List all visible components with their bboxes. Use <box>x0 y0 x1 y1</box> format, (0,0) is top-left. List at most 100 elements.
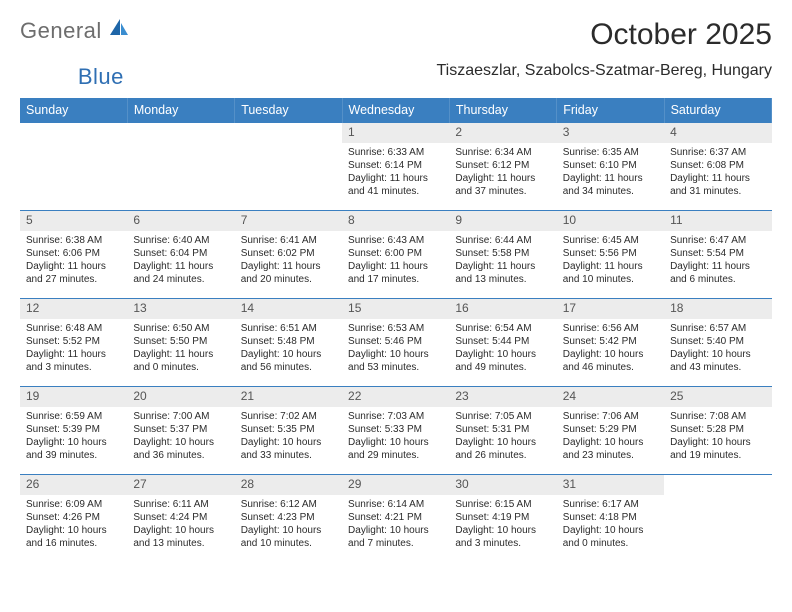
day-number: 27 <box>127 475 234 495</box>
calendar-cell: 17Sunrise: 6:56 AMSunset: 5:42 PMDayligh… <box>557 299 664 387</box>
day-number: 21 <box>235 387 342 407</box>
calendar-cell <box>235 123 342 211</box>
sunset-line: Sunset: 6:06 PM <box>26 247 121 260</box>
cell-body: Sunrise: 6:51 AMSunset: 5:48 PMDaylight:… <box>235 319 342 378</box>
sunset-line: Sunset: 6:10 PM <box>563 159 658 172</box>
calendar-cell: 31Sunrise: 6:17 AMSunset: 4:18 PMDayligh… <box>557 475 664 563</box>
calendar-cell <box>20 123 127 211</box>
sunset-line: Sunset: 6:14 PM <box>348 159 443 172</box>
daylight-line: Daylight: 11 hours and 31 minutes. <box>670 172 765 198</box>
daylight-line: Daylight: 10 hours and 19 minutes. <box>670 436 765 462</box>
sunrise-line: Sunrise: 6:50 AM <box>133 322 228 335</box>
daylight-line: Daylight: 11 hours and 17 minutes. <box>348 260 443 286</box>
calendar-row: 1Sunrise: 6:33 AMSunset: 6:14 PMDaylight… <box>20 123 772 211</box>
sunset-line: Sunset: 4:23 PM <box>241 511 336 524</box>
calendar-cell: 2Sunrise: 6:34 AMSunset: 6:12 PMDaylight… <box>449 123 556 211</box>
weekday-header: Wednesday <box>342 98 449 123</box>
sunset-line: Sunset: 6:00 PM <box>348 247 443 260</box>
daylight-line: Daylight: 11 hours and 13 minutes. <box>455 260 550 286</box>
daylight-line: Daylight: 11 hours and 41 minutes. <box>348 172 443 198</box>
calendar-cell: 19Sunrise: 6:59 AMSunset: 5:39 PMDayligh… <box>20 387 127 475</box>
sunrise-line: Sunrise: 6:48 AM <box>26 322 121 335</box>
day-number: 2 <box>449 123 556 143</box>
cell-body: Sunrise: 6:11 AMSunset: 4:24 PMDaylight:… <box>127 495 234 554</box>
calendar-cell <box>127 123 234 211</box>
calendar-cell: 3Sunrise: 6:35 AMSunset: 6:10 PMDaylight… <box>557 123 664 211</box>
weekday-header: Friday <box>557 98 664 123</box>
weekday-header: Thursday <box>449 98 556 123</box>
sunset-line: Sunset: 5:28 PM <box>670 423 765 436</box>
brand-text-general: General <box>20 18 102 44</box>
sunrise-line: Sunrise: 6:35 AM <box>563 146 658 159</box>
cell-body: Sunrise: 6:43 AMSunset: 6:00 PMDaylight:… <box>342 231 449 290</box>
sunrise-line: Sunrise: 7:08 AM <box>670 410 765 423</box>
daylight-line: Daylight: 10 hours and 7 minutes. <box>348 524 443 550</box>
daylight-line: Daylight: 11 hours and 34 minutes. <box>563 172 658 198</box>
title-block: October 2025 Tiszaeszlar, Szabolcs-Szatm… <box>436 18 772 80</box>
month-title: October 2025 <box>436 18 772 52</box>
sunset-line: Sunset: 4:26 PM <box>26 511 121 524</box>
sunset-line: Sunset: 5:46 PM <box>348 335 443 348</box>
weekday-header: Saturday <box>664 98 771 123</box>
cell-body: Sunrise: 6:40 AMSunset: 6:04 PMDaylight:… <box>127 231 234 290</box>
day-number: 1 <box>342 123 449 143</box>
sunrise-line: Sunrise: 6:53 AM <box>348 322 443 335</box>
cell-body: Sunrise: 6:50 AMSunset: 5:50 PMDaylight:… <box>127 319 234 378</box>
daylight-line: Daylight: 11 hours and 10 minutes. <box>563 260 658 286</box>
sunset-line: Sunset: 6:02 PM <box>241 247 336 260</box>
sunrise-line: Sunrise: 6:11 AM <box>133 498 228 511</box>
weekday-row: SundayMondayTuesdayWednesdayThursdayFrid… <box>20 98 772 123</box>
cell-body <box>235 143 342 149</box>
day-number: 17 <box>557 299 664 319</box>
sunset-line: Sunset: 6:04 PM <box>133 247 228 260</box>
daylight-line: Daylight: 11 hours and 6 minutes. <box>670 260 765 286</box>
cell-body: Sunrise: 6:15 AMSunset: 4:19 PMDaylight:… <box>449 495 556 554</box>
daylight-line: Daylight: 10 hours and 10 minutes. <box>241 524 336 550</box>
cell-body: Sunrise: 6:54 AMSunset: 5:44 PMDaylight:… <box>449 319 556 378</box>
daylight-line: Daylight: 11 hours and 27 minutes. <box>26 260 121 286</box>
day-number: 13 <box>127 299 234 319</box>
day-number: 20 <box>127 387 234 407</box>
calendar-cell: 27Sunrise: 6:11 AMSunset: 4:24 PMDayligh… <box>127 475 234 563</box>
cell-body: Sunrise: 7:03 AMSunset: 5:33 PMDaylight:… <box>342 407 449 466</box>
sunset-line: Sunset: 5:54 PM <box>670 247 765 260</box>
day-number: 11 <box>664 211 771 231</box>
sunrise-line: Sunrise: 6:15 AM <box>455 498 550 511</box>
calendar-cell: 20Sunrise: 7:00 AMSunset: 5:37 PMDayligh… <box>127 387 234 475</box>
daylight-line: Daylight: 10 hours and 53 minutes. <box>348 348 443 374</box>
sunrise-line: Sunrise: 6:43 AM <box>348 234 443 247</box>
sunrise-line: Sunrise: 6:59 AM <box>26 410 121 423</box>
cell-body: Sunrise: 6:47 AMSunset: 5:54 PMDaylight:… <box>664 231 771 290</box>
calendar-cell: 30Sunrise: 6:15 AMSunset: 4:19 PMDayligh… <box>449 475 556 563</box>
calendar-cell: 6Sunrise: 6:40 AMSunset: 6:04 PMDaylight… <box>127 211 234 299</box>
sunrise-line: Sunrise: 7:05 AM <box>455 410 550 423</box>
daylight-line: Daylight: 10 hours and 3 minutes. <box>455 524 550 550</box>
calendar-cell: 10Sunrise: 6:45 AMSunset: 5:56 PMDayligh… <box>557 211 664 299</box>
sunrise-line: Sunrise: 6:37 AM <box>670 146 765 159</box>
sunset-line: Sunset: 4:19 PM <box>455 511 550 524</box>
sunrise-line: Sunrise: 6:33 AM <box>348 146 443 159</box>
cell-body: Sunrise: 6:34 AMSunset: 6:12 PMDaylight:… <box>449 143 556 202</box>
day-number: 7 <box>235 211 342 231</box>
calendar-cell: 25Sunrise: 7:08 AMSunset: 5:28 PMDayligh… <box>664 387 771 475</box>
calendar-row: 12Sunrise: 6:48 AMSunset: 5:52 PMDayligh… <box>20 299 772 387</box>
daylight-line: Daylight: 11 hours and 24 minutes. <box>133 260 228 286</box>
calendar-cell: 16Sunrise: 6:54 AMSunset: 5:44 PMDayligh… <box>449 299 556 387</box>
weekday-header: Tuesday <box>235 98 342 123</box>
day-number: 8 <box>342 211 449 231</box>
day-number: 26 <box>20 475 127 495</box>
calendar-cell: 5Sunrise: 6:38 AMSunset: 6:06 PMDaylight… <box>20 211 127 299</box>
cell-body: Sunrise: 6:41 AMSunset: 6:02 PMDaylight:… <box>235 231 342 290</box>
day-number: 29 <box>342 475 449 495</box>
sunrise-line: Sunrise: 6:14 AM <box>348 498 443 511</box>
day-number: 16 <box>449 299 556 319</box>
cell-body: Sunrise: 6:14 AMSunset: 4:21 PMDaylight:… <box>342 495 449 554</box>
sunrise-line: Sunrise: 6:38 AM <box>26 234 121 247</box>
daylight-line: Daylight: 10 hours and 36 minutes. <box>133 436 228 462</box>
cell-body: Sunrise: 6:38 AMSunset: 6:06 PMDaylight:… <box>20 231 127 290</box>
calendar-cell: 11Sunrise: 6:47 AMSunset: 5:54 PMDayligh… <box>664 211 771 299</box>
day-number: 10 <box>557 211 664 231</box>
calendar-row: 19Sunrise: 6:59 AMSunset: 5:39 PMDayligh… <box>20 387 772 475</box>
sunrise-line: Sunrise: 7:06 AM <box>563 410 658 423</box>
calendar-cell: 9Sunrise: 6:44 AMSunset: 5:58 PMDaylight… <box>449 211 556 299</box>
